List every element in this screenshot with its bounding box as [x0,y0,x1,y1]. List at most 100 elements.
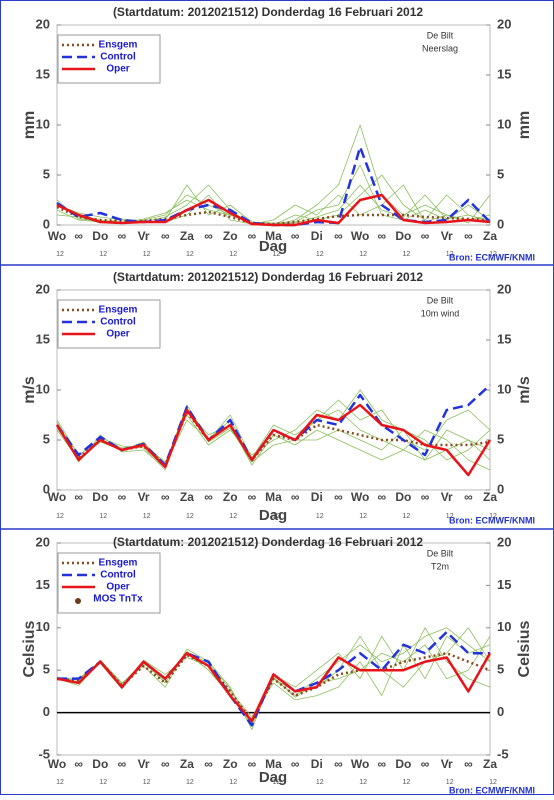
x-tick-label: ∞ [291,229,300,243]
x-tick-label: ∞ [464,757,473,771]
legend-label: Oper [106,64,129,75]
plot-area [56,542,491,756]
x-hour-label: 12 [273,513,281,520]
y2-tick-label: 5 [497,662,504,677]
y2-tick-label: -5 [497,746,509,761]
y2-axis-label: mm [516,111,533,139]
y2-tick-label: 20 [497,281,511,296]
x-tick-label: Vr [138,229,150,243]
x-hour-label: 12 [229,513,237,520]
series-line [56,193,491,227]
x-hour-label: 12 [56,513,64,520]
y-tick-label: 10 [36,619,50,634]
y2-tick-label: 5 [497,431,504,446]
x-tick-label: ∞ [377,229,386,243]
y2-axis-label: Celsius [516,620,533,677]
x-tick-label: ∞ [248,490,257,504]
legend-label: Oper [106,582,129,593]
x-tick-label: Ma [265,229,282,243]
x-tick-label: ∞ [74,229,83,243]
y-tick-label: 20 [36,534,50,549]
x-tick-label: ∞ [248,757,257,771]
y2-axis-label: m/s [516,376,533,404]
x-tick-label: ∞ [161,757,170,771]
x-tick-label: ∞ [161,229,170,243]
x-hour-label: 12 [316,779,324,786]
source: Bron: ECMWF/KNMI [449,515,535,525]
y-tick-label: 20 [36,16,50,31]
x-hour-label: 12 [316,513,324,520]
y-tick-label: 5 [43,431,50,446]
x-tick-label: Vr [138,757,150,771]
legend-label: Oper [106,329,129,340]
y2-tick-label: 5 [497,166,504,181]
y-tick-label: 15 [36,331,50,346]
y-tick-label: 0 [43,216,50,231]
x-tick-label: ∞ [291,757,300,771]
x-hour-label: 12 [316,251,324,258]
x-tick-label: Vr [441,229,453,243]
y-tick-label: 20 [36,281,50,296]
x-tick-label: ∞ [248,229,257,243]
x-hour-label: 12 [446,779,454,786]
x-tick-label: ∞ [161,490,170,504]
x-axis-label: Dag [259,238,287,255]
x-tick-label: ∞ [291,490,300,504]
x-tick-label: Zo [223,757,238,771]
x-tick-label: ∞ [204,490,213,504]
legend-label: Ensgem [99,40,138,51]
y2-tick-label: 15 [497,577,511,592]
x-hour-label: 12 [186,251,194,258]
series-line [55,403,492,477]
x-hour-label: 12 [56,251,64,258]
source: Bron: ECMWF/KNMI [449,252,535,262]
x-tick-label: ∞ [118,490,127,504]
x-hour-label: 12 [403,779,411,786]
x-tick-label: Vr [441,490,453,504]
x-tick-label: ∞ [421,757,430,771]
x-hour-label: 12 [229,251,237,258]
x-tick-label: ∞ [377,757,386,771]
x-hour-label: 12 [403,513,411,520]
chart-title: (Startdatum: 2012021512) Donderdag 16 Fe… [113,5,423,19]
x-hour-label: 12 [143,251,151,258]
x-tick-label: Di [311,229,323,243]
x-axis-label: Dag [259,769,287,786]
x-hour-label: 12 [99,251,107,258]
x-tick-label: ∞ [464,229,473,243]
x-tick-label: Do [395,490,411,504]
y-tick-label: 0 [43,704,50,719]
y-tick-label: -5 [38,746,50,761]
y2-tick-label: 10 [497,116,511,131]
chart-title: (Startdatum: 2012021512) Donderdag 16 Fe… [113,535,423,549]
x-tick-label: Za [180,229,194,243]
x-tick-label: Zo [223,229,238,243]
y-tick-label: 15 [36,66,50,81]
variable: Neerslag [422,43,458,53]
x-tick-label: ∞ [464,490,473,504]
x-hour-label: 12 [273,779,281,786]
y-tick-label: 10 [36,116,50,131]
x-tick-label: Di [311,490,323,504]
x-tick-label: ∞ [74,757,83,771]
location: De Bilt [427,30,454,40]
x-tick-label: Ma [265,757,282,771]
x-tick-label: Vr [441,757,453,771]
x-hour-label: 12 [489,513,497,520]
x-tick-label: ∞ [421,490,430,504]
y-axis-label: m/s [21,376,38,404]
x-hour-label: 12 [446,251,454,258]
x-tick-label: Do [92,229,108,243]
y-axis-label: mm [21,111,38,139]
x-tick-label: ∞ [334,229,343,243]
x-hour-label: 12 [489,779,497,786]
y2-tick-label: 0 [497,704,504,719]
x-hour-label: 12 [273,251,281,258]
y2-tick-label: 15 [497,331,511,346]
x-hour-label: 12 [359,779,367,786]
x-hour-label: 12 [99,779,107,786]
x-axis-label: Dag [259,507,287,524]
legend-label: Control [100,52,136,63]
x-hour-label: 12 [359,513,367,520]
